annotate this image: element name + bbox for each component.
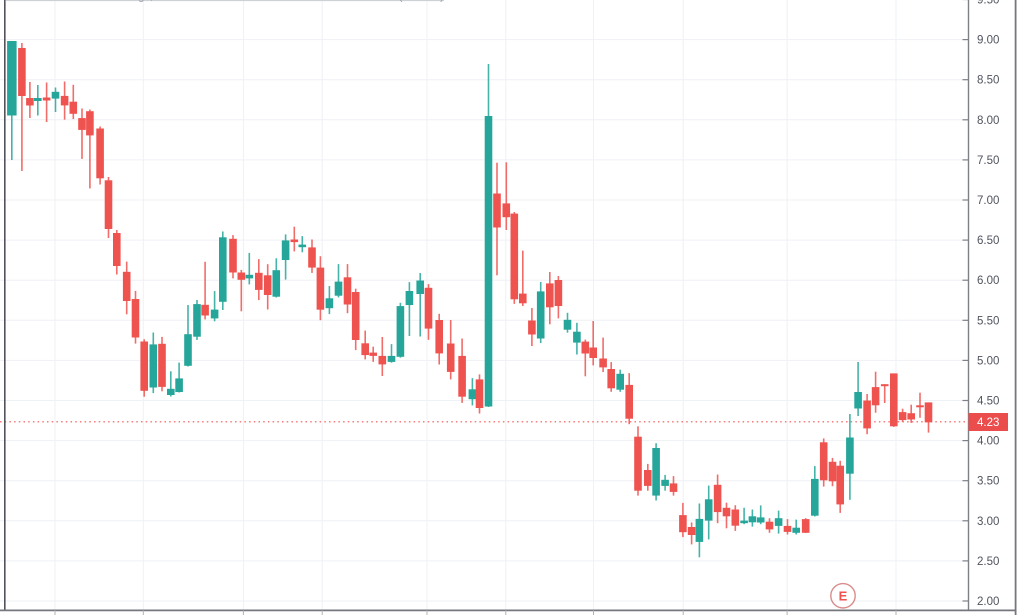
svg-text:4.23: 4.23 (977, 417, 999, 429)
svg-text:6.00: 6.00 (977, 275, 999, 287)
svg-text:AMC Entertainment Holdings, In: AMC Entertainment Holdings, Inc. · 1D · … (8, 0, 444, 3)
svg-text:7.50: 7.50 (977, 155, 999, 167)
svg-text:9.50: 9.50 (977, 0, 999, 7)
svg-text:9.00: 9.00 (977, 35, 999, 47)
svg-text:2.50: 2.50 (977, 556, 999, 568)
svg-text:2.00: 2.00 (977, 596, 999, 608)
svg-text:7.00: 7.00 (977, 195, 999, 207)
svg-text:3.50: 3.50 (977, 476, 999, 488)
svg-text:8.00: 8.00 (977, 115, 999, 127)
svg-text:4.50: 4.50 (977, 396, 999, 408)
svg-text:E: E (839, 589, 848, 604)
svg-text:5.00: 5.00 (977, 355, 999, 367)
svg-text:5.50: 5.50 (977, 315, 999, 327)
svg-text:3.00: 3.00 (977, 516, 999, 528)
svg-text:8.50: 8.50 (977, 75, 999, 87)
svg-text:6.50: 6.50 (977, 235, 999, 247)
svg-text:4.00: 4.00 (977, 436, 999, 448)
